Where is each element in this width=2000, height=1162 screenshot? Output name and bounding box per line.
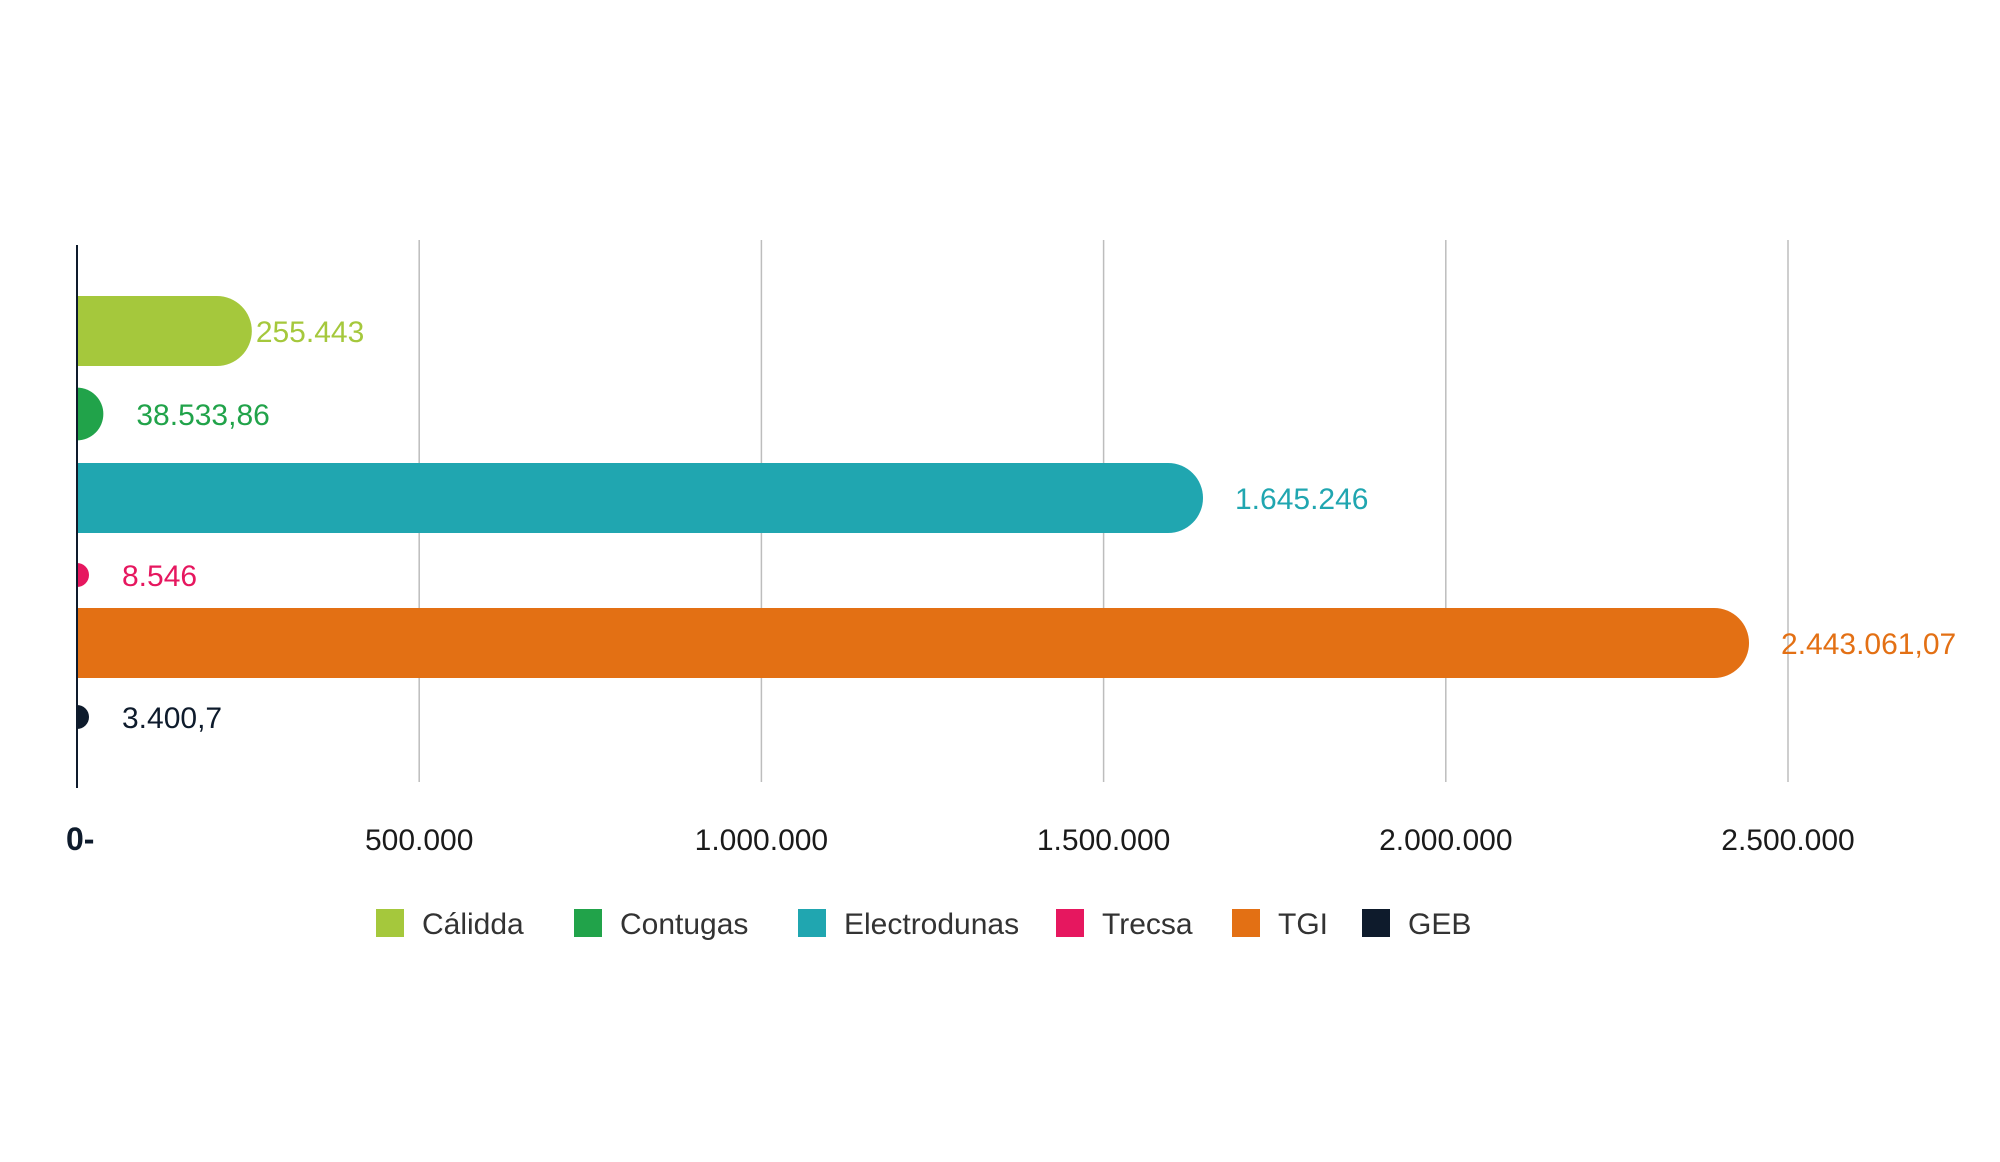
legend-label: GEB	[1408, 908, 1471, 941]
bar-c-lidda	[77, 296, 252, 366]
bars	[77, 296, 1750, 729]
value-label: 1.645.246	[1235, 483, 1368, 516]
bar-electrodunas	[77, 463, 1204, 533]
bar-contugas	[77, 387, 104, 441]
x-tick-label: 1.500.000	[1037, 824, 1170, 857]
x-tick-label: 500.000	[365, 824, 473, 857]
legend-swatch	[1362, 909, 1390, 937]
value-label: 2.443.061,07	[1781, 628, 1956, 661]
x-tick-label: 1.000.000	[695, 824, 828, 857]
x-axis-tick-labels: 0- 500.000 1.000.000 1.500.000 2.000.000 2.50…	[66, 821, 1855, 857]
legend-label: TGI	[1278, 908, 1328, 941]
legend-swatch	[376, 909, 404, 937]
value-labels: 255.443 38.533,86 1.645.246 8.546 2.443.061,…	[122, 316, 1956, 735]
value-label: 3.400,7	[122, 702, 222, 735]
bar-trecsa	[77, 563, 89, 587]
legend: Cálidda Contugas Electrodunas Trecsa TGI GEB	[376, 908, 1471, 941]
value-label: 38.533,86	[136, 399, 269, 432]
bar-tgi	[77, 608, 1750, 678]
value-label: 255.443	[256, 316, 364, 349]
bar-geb	[77, 705, 89, 729]
legend-swatch	[1232, 909, 1260, 937]
x-tick-label: 2.000.000	[1379, 824, 1512, 857]
value-label: 8.546	[122, 560, 197, 593]
legend-swatch	[574, 909, 602, 937]
x-tick-label: 0-	[66, 821, 94, 857]
legend-swatch	[798, 909, 826, 937]
x-tick-label: 2.500.000	[1721, 824, 1854, 857]
legend-label: Electrodunas	[844, 908, 1019, 941]
legend-swatch	[1056, 909, 1084, 937]
legend-label: Trecsa	[1102, 908, 1193, 941]
legend-label: Cálidda	[422, 908, 524, 941]
legend-label: Contugas	[620, 908, 748, 941]
